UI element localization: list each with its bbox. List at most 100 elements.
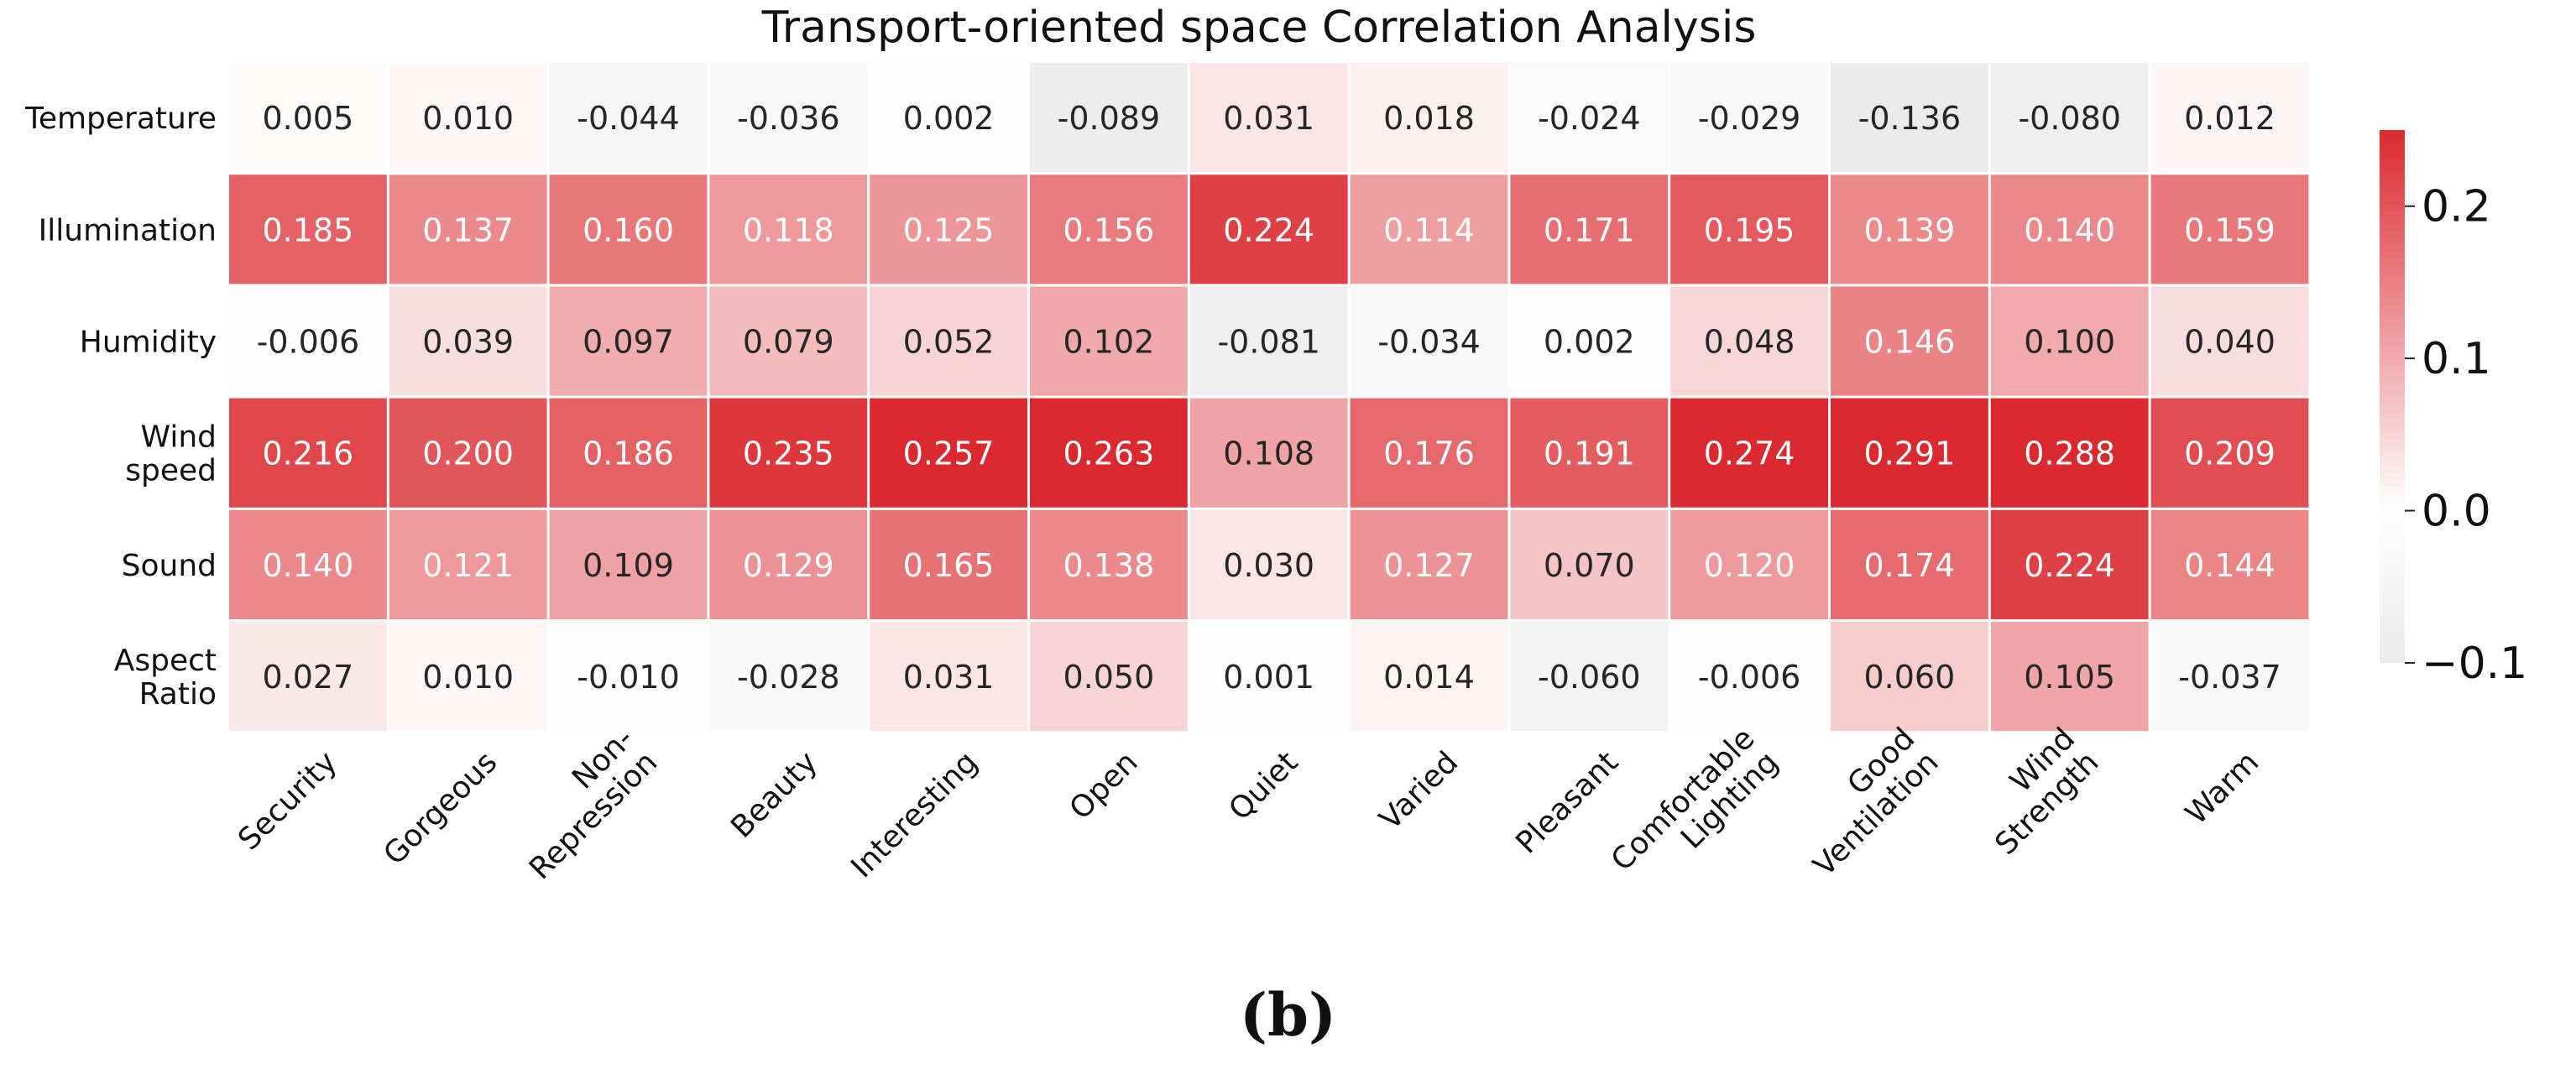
heatmap-cell [1670, 509, 1828, 619]
cell-value-label: 0.156 [1063, 211, 1155, 248]
cell-value-label: -0.080 [2018, 100, 2121, 137]
cell-value-label: 0.138 [1063, 547, 1155, 584]
cell-value-label: 0.140 [2024, 211, 2115, 248]
heatmap-cell [1831, 398, 1988, 508]
column-label: Pleasant [1509, 745, 1625, 861]
cell-value-label: 0.137 [422, 211, 514, 248]
colorbar-tick-label: −0.1 [2422, 639, 2527, 689]
cell-value-label: 0.105 [2024, 659, 2115, 696]
cell-value-label: 0.121 [422, 547, 514, 584]
cell-value-label: 0.108 [1223, 435, 1314, 472]
cell-value-label: 0.040 [2184, 324, 2276, 361]
cell-value-label: 0.209 [2184, 435, 2276, 472]
heatmap-cell [389, 622, 547, 732]
heatmap-cell [1990, 622, 2149, 732]
heatmap-cell [1510, 509, 1669, 619]
heatmap-cell [1510, 398, 1669, 508]
cell-value-label: 0.001 [1223, 659, 1314, 696]
row-label: Aspect [114, 644, 217, 678]
cell-value-label: 0.263 [1063, 435, 1155, 472]
cell-value-label: 0.139 [1864, 211, 1956, 248]
colorbar-tick-label: 0.2 [2422, 182, 2491, 232]
heatmap-cell [709, 509, 868, 619]
heatmap-cell [2150, 509, 2309, 619]
heatmap-cell [549, 398, 708, 508]
cell-value-label: 0.216 [263, 435, 354, 472]
heatmap-cell [1030, 63, 1188, 173]
cell-value-label: 0.186 [583, 435, 674, 472]
cell-value-label: -0.036 [737, 100, 840, 137]
cell-value-label: 0.195 [1704, 211, 1795, 248]
heatmap-cell [389, 509, 547, 619]
heatmap-cell [1189, 509, 1348, 619]
heatmap-cell [229, 622, 387, 732]
cell-value-label: -0.034 [1377, 324, 1481, 361]
cell-value-label: 0.288 [2024, 435, 2115, 472]
cell-value-label: 0.291 [1864, 435, 1956, 472]
cell-value-label: 0.174 [1864, 547, 1956, 584]
cell-value-label: 0.120 [1704, 547, 1795, 584]
cell-value-label: 0.118 [743, 211, 834, 248]
cell-value-label: 0.060 [1864, 659, 1956, 696]
cell-value-label: -0.037 [2178, 659, 2281, 696]
heatmap-cell [1990, 286, 2149, 396]
cell-value-label: 0.012 [2184, 100, 2276, 137]
cell-value-label: -0.024 [1538, 100, 1641, 137]
column-label: Gorgeous [377, 745, 504, 872]
cell-value-label: 0.097 [583, 324, 674, 361]
heatmap-cell [389, 286, 547, 396]
cell-value-label: 0.039 [422, 324, 514, 361]
heatmap-cell [1350, 622, 1508, 732]
heatmap-cell [1510, 63, 1669, 173]
heatmap-cell [389, 63, 547, 173]
cell-value-label: 0.191 [1544, 435, 1635, 472]
cell-value-label: 0.014 [1383, 659, 1475, 696]
colorbar: −0.1 0.0 0.1 0.2 [2380, 130, 2527, 689]
heatmap-cell [1189, 63, 1348, 173]
heatmap-cell [709, 398, 868, 508]
cell-value-label: 0.185 [263, 211, 354, 248]
heatmap-cell [2150, 63, 2309, 173]
heatmap-cell [709, 175, 868, 284]
heatmap-cell [389, 398, 547, 508]
cell-value-label: 0.125 [903, 211, 995, 248]
cell-value-label: -0.006 [257, 324, 360, 361]
row-label: Ratio [139, 677, 217, 712]
heatmap-cell [1189, 622, 1348, 732]
cell-value-label: 0.002 [903, 100, 995, 137]
heatmap-cell [229, 175, 387, 284]
column-label: Warm [2179, 745, 2265, 832]
cell-value-label: 0.127 [1383, 547, 1475, 584]
cell-value-label: 0.274 [1704, 435, 1795, 472]
cell-value-label: 0.070 [1544, 547, 1635, 584]
heatmap-cell [549, 286, 708, 396]
heatmap-cell [389, 175, 547, 284]
heatmap-cell [1350, 63, 1508, 173]
figure-caption: (b) [1239, 980, 1337, 1050]
heatmap-cell [1030, 398, 1188, 508]
heatmap-cell [2150, 286, 2309, 396]
cell-value-label: 0.010 [422, 659, 514, 696]
heatmap-cell [1189, 175, 1348, 284]
heatmap-cell [1510, 286, 1669, 396]
heatmap-cells: 0.005 0.010 -0.044 -0.036 0.002 -0.089 0.031 0.… [229, 63, 2309, 732]
cell-value-label: 0.109 [583, 547, 674, 584]
column-label: Beauty [724, 745, 824, 845]
heatmap-cell [229, 398, 387, 508]
heatmap-cell [1990, 175, 2149, 284]
row-label: Humidity [80, 326, 217, 360]
heatmap-cell [1510, 622, 1669, 732]
heatmap-cell [1030, 286, 1188, 396]
heatmap-cell [870, 622, 1027, 732]
cell-value-label: -0.081 [1217, 324, 1320, 361]
column-label: Varied [1373, 745, 1465, 837]
heatmap-cell [870, 398, 1027, 508]
heatmap-cell [1350, 509, 1508, 619]
heatmap-cell [229, 286, 387, 396]
cell-value-label: -0.006 [1698, 659, 1801, 696]
cell-value-label: 0.146 [1864, 324, 1956, 361]
heatmap-cell [1670, 398, 1828, 508]
heatmap-cell [1189, 286, 1348, 396]
heatmap-cell [1990, 398, 2149, 508]
column-label: Quiet [1223, 745, 1305, 827]
